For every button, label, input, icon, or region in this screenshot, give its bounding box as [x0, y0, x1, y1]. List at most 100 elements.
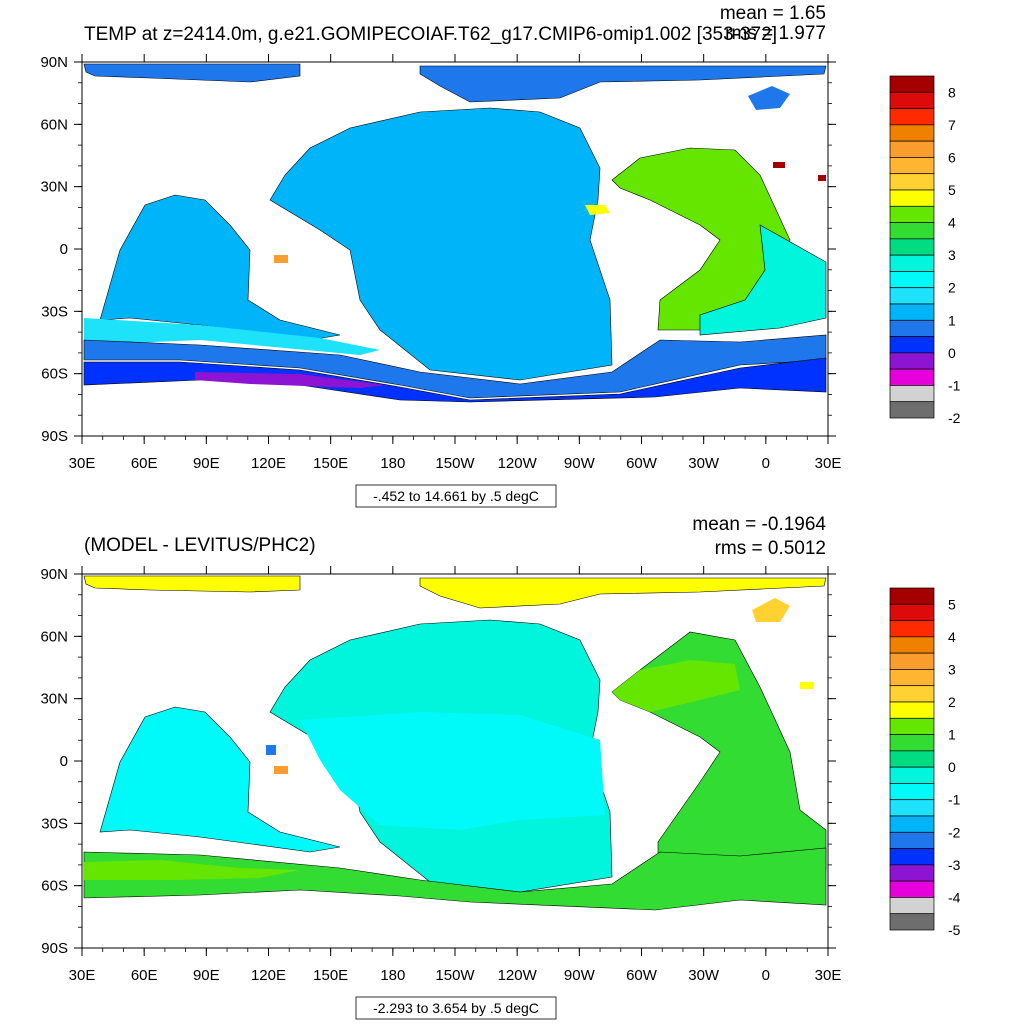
- bottom-arctic-ocean: [83, 575, 301, 593]
- bottom-north-atlantic-band: [612, 660, 740, 712]
- colorbar-swatch: [889, 880, 935, 898]
- colorbar-swatch: [889, 897, 935, 915]
- top-indonesia-patch: [274, 255, 288, 263]
- x-tick-label: 180: [380, 455, 405, 472]
- colorbar-swatch: [889, 124, 935, 142]
- colorbar-swatch: [889, 587, 935, 605]
- y-tick-label: 0: [60, 241, 68, 258]
- colorbar-label: 7: [948, 117, 956, 133]
- top-colorbar: 8 7 6 5 4 3 2 1 0 -1 -2: [889, 75, 961, 426]
- colorbar-swatch: [889, 750, 935, 768]
- y-tick-label: 30N: [40, 691, 68, 708]
- colorbar-swatch: [889, 831, 935, 849]
- colorbar-label: -3: [948, 857, 961, 873]
- colorbar-swatch: [889, 336, 935, 354]
- colorbar-swatch: [889, 385, 935, 403]
- bottom-indian-ocean: [99, 706, 341, 853]
- bottom-y-axis: 90N 60N 30N 0 30S 60S 90S: [40, 566, 836, 957]
- x-tick-label: 30W: [688, 967, 720, 984]
- colorbar-label: 3: [948, 661, 956, 677]
- colorbar-swatch: [889, 603, 935, 621]
- y-tick-label: 60N: [40, 116, 68, 133]
- top-south-atlantic: [699, 224, 827, 336]
- x-tick-label: 90W: [564, 455, 596, 472]
- x-tick-label: 120E: [251, 455, 286, 472]
- colorbar-swatch: [889, 620, 935, 638]
- y-tick-label: 60S: [41, 366, 68, 383]
- bottom-map: [82, 574, 828, 948]
- top-panel: TEMP at z=2414.0m, g.e21.GOMIPECOIAF.T62…: [40, 3, 961, 508]
- bottom-rms-label: rms = 0.5012: [715, 538, 826, 559]
- colorbar-label: -2: [948, 824, 961, 840]
- bottom-range-label: -2.293 to 3.654 by .5 degC: [373, 1000, 539, 1016]
- colorbar-label: 1: [948, 727, 956, 743]
- x-tick-label: 150E: [313, 455, 348, 472]
- bottom-southern-ocean: [83, 847, 827, 911]
- bottom-southern-ocean-band: [84, 860, 300, 880]
- colorbar-swatch: [889, 636, 935, 654]
- top-west-indian-patch: [84, 318, 380, 355]
- x-tick-label: 60E: [131, 455, 158, 472]
- colorbar-swatch: [889, 848, 935, 866]
- colorbar-swatch: [889, 222, 935, 240]
- top-deep-violet-patch: [195, 372, 385, 388]
- bottom-x-axis: 30E 60E 90E 120E 150E 180 150W 120W 90W 60W 30W 0 30…: [69, 566, 841, 984]
- y-tick-label: 30S: [41, 815, 68, 832]
- colorbar-label: 3: [948, 247, 956, 263]
- x-tick-label: 120W: [498, 455, 538, 472]
- colorbar-swatch: [889, 799, 935, 817]
- x-tick-label: 150E: [313, 967, 348, 984]
- colorbar-swatch: [889, 652, 935, 670]
- colorbar-label: 2: [948, 694, 956, 710]
- colorbar-swatch: [889, 254, 935, 272]
- colorbar-label: 8: [948, 84, 956, 100]
- colorbar-swatch: [889, 157, 935, 175]
- top-indian-ocean: [99, 194, 341, 341]
- bottom-colorbar: 5 4 3 2 1 0 -1 -2 -3 -4 -5: [889, 587, 961, 938]
- x-tick-label: 30E: [69, 967, 96, 984]
- colorbar-swatch: [889, 352, 935, 370]
- colorbar-swatch: [889, 766, 935, 784]
- x-tick-label: 30E: [815, 455, 842, 472]
- bottom-panel: (MODEL - LEVITUS/PHC2) mean = -0.1964 rm…: [40, 514, 961, 1020]
- top-barents-patch: [748, 86, 790, 110]
- colorbar-label: 4: [948, 629, 956, 645]
- top-caribbean-patch: [585, 205, 610, 215]
- top-map: [82, 62, 828, 436]
- bottom-barents-patch: [752, 598, 790, 622]
- top-range-label: -.452 to 14.661 by .5 degC: [373, 488, 539, 504]
- colorbar-swatch: [889, 864, 935, 882]
- top-southern-ocean: [83, 334, 827, 399]
- y-tick-label: 0: [60, 753, 68, 770]
- colorbar-label: 6: [948, 149, 956, 165]
- colorbar-label: -1: [948, 792, 961, 808]
- colorbar-swatch: [889, 685, 935, 703]
- top-rms-label: rms = 1.977: [725, 23, 826, 44]
- bottom-chart-title: (MODEL - LEVITUS/PHC2): [84, 535, 316, 556]
- colorbar-swatch: [889, 815, 935, 833]
- x-tick-label: 90W: [564, 967, 596, 984]
- x-tick-label: 150W: [435, 967, 475, 984]
- colorbar-label: 0: [948, 345, 956, 361]
- x-tick-label: 60E: [131, 967, 158, 984]
- colorbar-swatch: [889, 271, 935, 289]
- colorbar-label: -2: [948, 410, 961, 426]
- top-pacific-ocean: [269, 107, 613, 381]
- x-tick-label: 150W: [435, 455, 475, 472]
- colorbar-label: -4: [948, 889, 961, 905]
- colorbar-swatch: [889, 701, 935, 719]
- x-tick-label: 0: [762, 967, 770, 984]
- colorbar-swatch: [889, 238, 935, 256]
- colorbar-swatch: [889, 319, 935, 337]
- top-chart-title: TEMP at z=2414.0m, g.e21.GOMIPECOIAF.T62…: [84, 24, 777, 45]
- colorbar-label: 5: [948, 182, 956, 198]
- top-arctic-ocean: [83, 63, 301, 83]
- y-tick-label: 90S: [41, 940, 68, 957]
- x-tick-label: 90E: [193, 967, 220, 984]
- colorbar-swatch: [889, 189, 935, 207]
- colorbar-label: -1: [948, 377, 961, 393]
- colorbar-swatch: [889, 173, 935, 191]
- colorbar-swatch: [889, 401, 935, 419]
- top-red-sea-patch: [818, 175, 826, 181]
- x-tick-label: 30W: [688, 455, 720, 472]
